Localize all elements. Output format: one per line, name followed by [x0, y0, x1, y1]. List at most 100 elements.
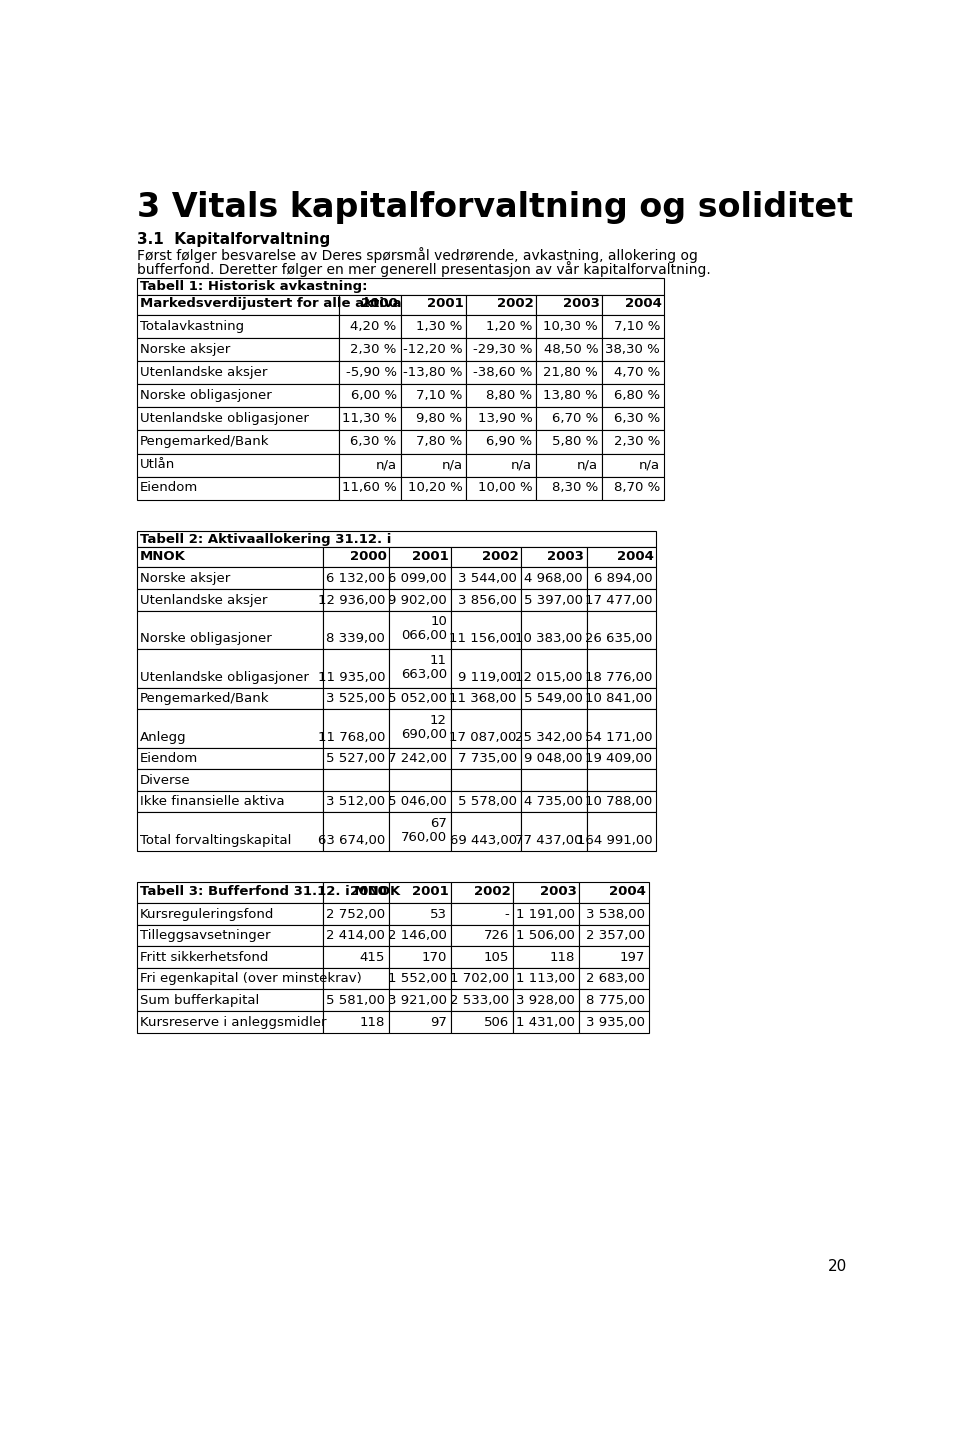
Bar [137, 338, 339, 361]
Bar [587, 790, 657, 812]
Text: 6 894,00: 6 894,00 [594, 573, 653, 586]
Text: 6,90 %: 6,90 % [486, 435, 532, 448]
Text: 066,00: 066,00 [401, 629, 447, 642]
Bar [339, 294, 400, 315]
Bar [602, 361, 664, 384]
Text: 8 775,00: 8 775,00 [586, 995, 645, 1008]
Text: 2000: 2000 [349, 886, 387, 899]
Text: 13,90 %: 13,90 % [477, 412, 532, 425]
Text: 1,30 %: 1,30 % [417, 319, 463, 332]
Text: 7,10 %: 7,10 % [417, 389, 463, 402]
Text: -13,80 %: -13,80 % [403, 365, 463, 378]
Bar [324, 903, 389, 925]
Bar [520, 790, 587, 812]
Text: -: - [504, 908, 509, 921]
Bar [579, 989, 649, 1011]
Bar [137, 567, 324, 589]
Text: 2 414,00: 2 414,00 [326, 929, 385, 942]
Bar [579, 903, 649, 925]
Text: 6 099,00: 6 099,00 [389, 573, 447, 586]
Text: n/a: n/a [375, 458, 396, 471]
Text: 26 635,00: 26 635,00 [585, 632, 653, 645]
Bar [137, 610, 324, 650]
Bar [389, 768, 451, 790]
Text: 12: 12 [430, 713, 447, 726]
Text: 2004: 2004 [625, 297, 661, 310]
Bar [579, 1011, 649, 1032]
Text: 63 674,00: 63 674,00 [318, 834, 385, 847]
Bar [389, 650, 451, 687]
Bar [451, 812, 520, 851]
Text: 25 342,00: 25 342,00 [516, 731, 583, 744]
Text: 10 788,00: 10 788,00 [586, 796, 653, 809]
Bar [513, 967, 579, 989]
Bar [520, 709, 587, 748]
Bar [324, 748, 389, 769]
Text: Utenlandske aksjer: Utenlandske aksjer [140, 365, 268, 378]
Text: 3 856,00: 3 856,00 [458, 593, 516, 606]
Bar [400, 384, 467, 407]
Text: 17 477,00: 17 477,00 [585, 593, 653, 606]
Text: Total forvaltingskapital: Total forvaltingskapital [140, 834, 292, 847]
Bar [513, 1011, 579, 1032]
Bar [324, 1011, 389, 1032]
Bar [579, 882, 649, 903]
Bar [537, 315, 602, 338]
Text: 8,30 %: 8,30 % [552, 481, 598, 494]
Bar [137, 687, 324, 709]
Bar [451, 748, 520, 769]
Text: Ikke finansielle aktiva: Ikke finansielle aktiva [140, 796, 285, 809]
Bar [520, 548, 587, 567]
Bar [587, 567, 657, 589]
Bar [324, 548, 389, 567]
Bar [137, 454, 339, 477]
Bar [400, 315, 467, 338]
Bar [451, 967, 513, 989]
Bar [389, 610, 451, 650]
Text: 12 015,00: 12 015,00 [516, 671, 583, 683]
Bar [520, 610, 587, 650]
Text: MNOK: MNOK [140, 550, 186, 563]
Bar [324, 790, 389, 812]
Bar [537, 384, 602, 407]
Bar [389, 812, 451, 851]
Text: Totalavkastning: Totalavkastning [140, 319, 244, 332]
Text: 11,60 %: 11,60 % [342, 481, 396, 494]
Bar [137, 531, 657, 548]
Text: 1,20 %: 1,20 % [486, 319, 532, 332]
Text: 2001: 2001 [427, 297, 464, 310]
Text: n/a: n/a [639, 458, 660, 471]
Bar [400, 294, 467, 315]
Bar [400, 338, 467, 361]
Text: 2,30 %: 2,30 % [613, 435, 660, 448]
Text: 9 902,00: 9 902,00 [388, 593, 447, 606]
Bar [389, 947, 451, 967]
Bar [389, 589, 451, 610]
Bar [389, 687, 451, 709]
Bar [520, 812, 587, 851]
Text: bufferfond. Deretter følger en mer generell presentasjon av vår kapitalforvaltni: bufferfond. Deretter følger en mer gener… [137, 261, 710, 277]
Bar [324, 989, 389, 1011]
Text: 415: 415 [360, 951, 385, 964]
Bar [537, 431, 602, 454]
Text: 3 935,00: 3 935,00 [586, 1015, 645, 1028]
Bar [389, 882, 451, 903]
Bar [537, 454, 602, 477]
Bar [451, 925, 513, 947]
Bar [389, 790, 451, 812]
Text: 4,20 %: 4,20 % [350, 319, 396, 332]
Text: 663,00: 663,00 [401, 667, 447, 680]
Text: Norske obligasjoner: Norske obligasjoner [140, 389, 272, 402]
Bar [339, 361, 400, 384]
Bar [137, 315, 339, 338]
Bar [602, 431, 664, 454]
Text: 5 549,00: 5 549,00 [524, 692, 583, 705]
Bar [324, 925, 389, 947]
Bar [587, 650, 657, 687]
Bar [137, 925, 324, 947]
Bar [137, 748, 324, 769]
Bar [137, 967, 324, 989]
Bar [520, 748, 587, 769]
Text: 6,80 %: 6,80 % [614, 389, 660, 402]
Text: Fri egenkapital (over minstekrav): Fri egenkapital (over minstekrav) [140, 973, 362, 986]
